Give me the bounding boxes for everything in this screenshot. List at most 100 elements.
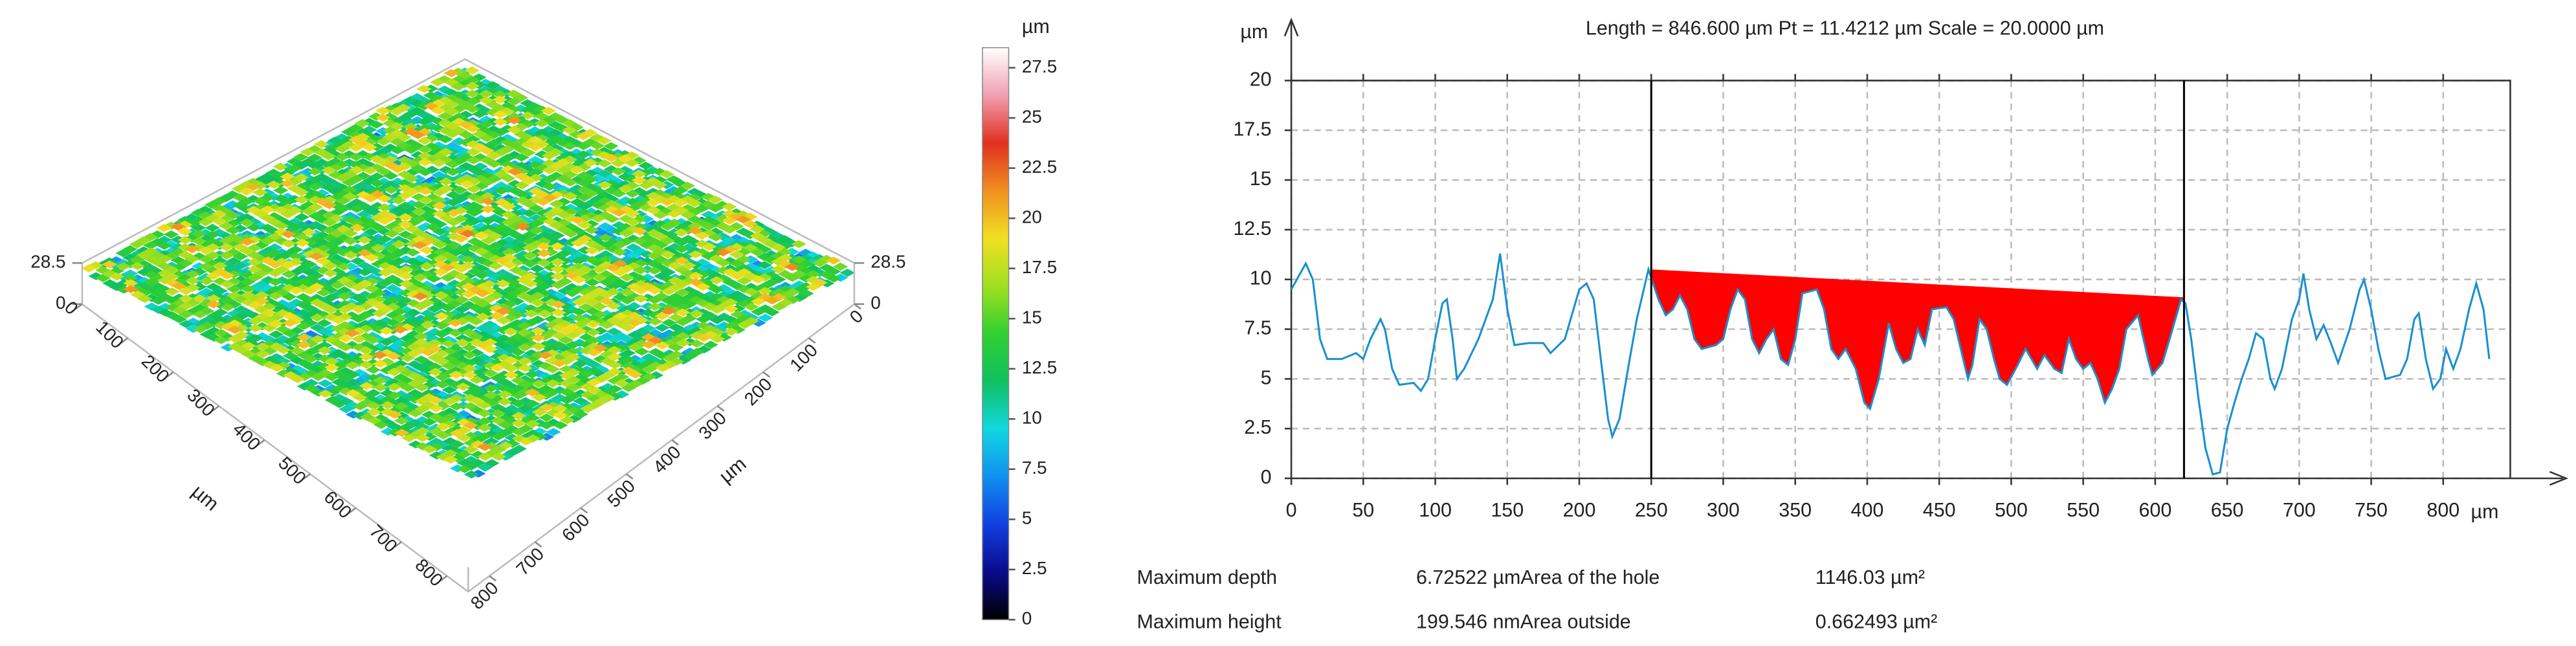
surface-cell xyxy=(315,257,331,265)
x-tick-label: 450 xyxy=(1923,499,1956,521)
surface-cell xyxy=(432,227,448,236)
surface-cell xyxy=(467,244,483,253)
surface-cell xyxy=(436,431,451,440)
surface-cell xyxy=(627,318,643,328)
x-tick-3d xyxy=(120,337,129,344)
surface-cell xyxy=(483,391,499,399)
surface-cell xyxy=(431,159,447,167)
surface-cell xyxy=(204,201,220,209)
z-tick-label: 28.5 xyxy=(871,252,905,272)
surface-cell xyxy=(484,459,500,467)
surface-cell xyxy=(522,209,537,217)
surface-cell xyxy=(516,343,533,351)
surface-cell xyxy=(626,262,641,271)
surface-cell xyxy=(522,251,538,260)
surface-cell xyxy=(350,223,365,232)
surface-cell xyxy=(272,162,289,171)
surface-cell xyxy=(261,276,276,284)
surface-cell xyxy=(410,131,426,139)
surface-cell xyxy=(227,326,243,334)
surface-cell xyxy=(540,106,557,115)
surface-cell xyxy=(647,266,662,275)
surface-cell xyxy=(394,416,410,425)
y-tick-3d xyxy=(762,371,770,378)
surface-cell xyxy=(675,318,691,326)
surface-cell xyxy=(348,143,364,152)
surface-cell xyxy=(585,328,601,337)
surface-cell xyxy=(400,383,416,392)
surface-cell xyxy=(784,262,800,271)
surface-cell xyxy=(579,390,595,399)
surface-cell xyxy=(495,279,511,288)
colorbar-tick-label: 7.5 xyxy=(1022,458,1047,478)
surface-cell xyxy=(730,310,746,318)
surface-cell xyxy=(729,250,745,259)
surface-cell xyxy=(744,287,759,296)
surface-cell xyxy=(562,192,579,200)
surface-cell xyxy=(245,183,261,191)
surface-cell xyxy=(565,331,581,339)
surface-cell xyxy=(491,432,506,441)
surface-cell xyxy=(618,205,634,214)
surface-cell xyxy=(412,273,428,282)
surface-cell xyxy=(614,379,630,388)
surface-cell xyxy=(544,356,561,365)
surface-cell xyxy=(509,297,525,306)
surface-cell xyxy=(366,408,382,416)
surface-cell xyxy=(524,388,540,397)
stat-text: Maximum depth xyxy=(1137,566,1277,588)
surface-cell xyxy=(276,346,291,354)
surface-cell xyxy=(337,292,352,301)
surface-cell xyxy=(399,353,416,362)
surface-cell xyxy=(310,335,326,344)
surface-cell xyxy=(597,170,612,178)
surface-cell xyxy=(273,186,289,195)
surface-cell xyxy=(558,335,573,344)
y-tick-3d xyxy=(580,507,588,514)
surface-cell xyxy=(414,383,430,392)
surface-cell xyxy=(506,125,522,134)
surface-cell xyxy=(296,372,313,381)
surface-cell xyxy=(434,321,449,330)
surface-cell xyxy=(364,284,380,293)
y-tick-label-3d: 100 xyxy=(786,340,821,375)
x-tick-label-3d: 600 xyxy=(320,487,356,522)
surface-cell xyxy=(590,186,606,195)
x-unit: µm xyxy=(2471,500,2499,522)
surface-cell xyxy=(324,373,340,381)
y-tick-3d xyxy=(854,303,861,310)
surface-cell xyxy=(441,397,458,406)
surface-cell xyxy=(546,428,561,436)
surface-cell xyxy=(129,240,145,249)
surface-cell xyxy=(496,317,511,325)
surface-cell xyxy=(661,318,677,327)
surface-cell xyxy=(115,262,131,271)
surface-cell xyxy=(386,351,402,361)
surface-cell xyxy=(443,69,460,78)
surface-cell xyxy=(494,197,509,206)
surface-cell xyxy=(280,230,296,239)
surface-cell xyxy=(428,396,444,405)
surface-cell xyxy=(495,307,511,315)
surface-cell xyxy=(419,262,435,271)
surface-cell xyxy=(260,266,276,274)
surface-cell xyxy=(359,361,374,369)
surface-cell xyxy=(465,104,480,113)
surface-cell xyxy=(486,160,502,168)
surface-cell xyxy=(542,183,557,191)
surface-cell xyxy=(551,308,566,317)
surface-cell xyxy=(350,283,366,292)
surface-cell xyxy=(477,452,493,461)
surface-cell xyxy=(342,236,359,245)
surface-cell xyxy=(337,343,353,351)
surface-cell xyxy=(296,340,312,349)
surface-cell xyxy=(544,298,559,307)
surface-cell xyxy=(331,399,348,408)
surface-cell xyxy=(647,317,663,326)
surface-cell xyxy=(433,291,449,300)
colorbar-tick-label: 12.5 xyxy=(1022,357,1057,377)
stat-text: 6.72522 µmArea of the hole xyxy=(1416,566,1660,588)
surface-cell xyxy=(424,165,440,174)
surface-cell xyxy=(368,120,384,129)
surface-cell xyxy=(675,339,691,347)
